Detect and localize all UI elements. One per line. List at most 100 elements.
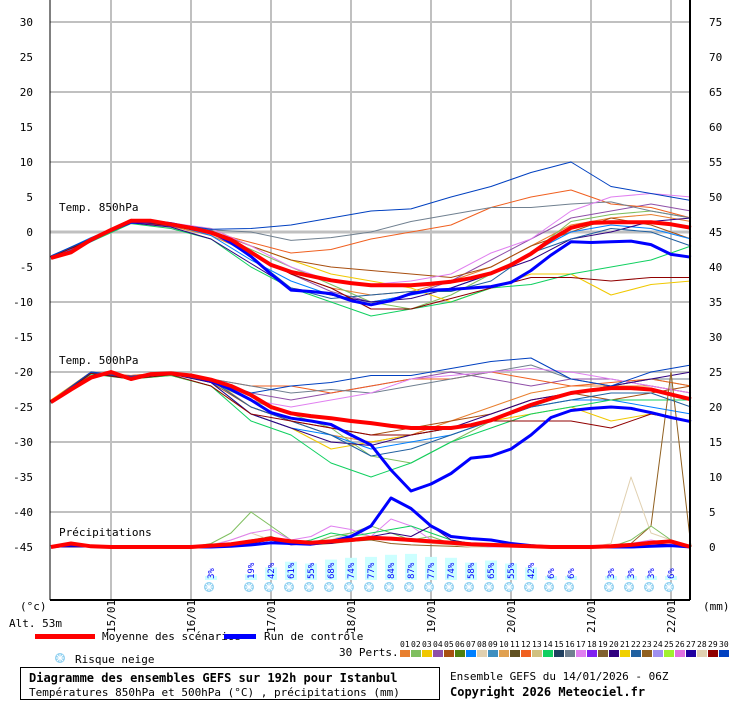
member-legend-swatch <box>532 650 542 657</box>
snow-risk-label: 55% <box>307 562 317 579</box>
member-legend-id: 09 <box>488 640 498 649</box>
left-tick-label: 0 <box>26 226 33 239</box>
member-legend-id: 13 <box>532 640 542 649</box>
snowflake-icon-arms <box>245 583 253 591</box>
member-precip-line-23 <box>51 371 692 548</box>
member-legend-id: 19 <box>598 640 608 649</box>
snowflake-icon-arms <box>325 583 333 591</box>
right-tick-label: 70 <box>709 51 722 64</box>
snow-risk-bar <box>625 576 637 580</box>
snow-risk-label: 68% <box>327 562 337 579</box>
snow-risk-label: 42% <box>267 562 277 579</box>
snow-risk-bar <box>345 557 357 580</box>
member-legend-swatch <box>642 650 652 657</box>
snowflake-icon <box>564 582 574 592</box>
member-legend-id: 03 <box>422 640 432 649</box>
left-unit: (°c) <box>20 600 47 613</box>
member-legend-swatch <box>686 650 696 657</box>
mean-500-line <box>49 370 692 430</box>
snowflake-icon <box>524 582 534 592</box>
snow-risk-label: 6% <box>667 568 677 579</box>
member-legend-swatch <box>510 650 520 657</box>
snow-risk-bar <box>265 567 277 580</box>
snow-risk-bar <box>645 576 657 580</box>
right-tick-label: 50 <box>709 191 722 204</box>
label-t500: Temp. 500hPa <box>59 354 138 367</box>
snowflake-icon <box>464 582 474 592</box>
snowflake-icon-arms <box>365 583 373 591</box>
date-label: 19/01 <box>425 600 438 633</box>
snow-risk-bar <box>385 554 397 580</box>
member-legend-swatch <box>719 650 729 657</box>
right-tick-label: 55 <box>709 156 722 169</box>
snow-risk-label: 74% <box>447 562 457 579</box>
snow-risk-label: 74% <box>347 562 357 579</box>
left-tick-label: -40 <box>13 506 33 519</box>
snowflake-icon-arms <box>505 583 513 591</box>
snow-risk-bar <box>525 567 537 580</box>
member-legend-swatch <box>587 650 597 657</box>
snowflake-icon-arms <box>205 583 213 591</box>
snowflake-icon <box>664 582 674 592</box>
member-legend-id: 05 <box>444 640 454 649</box>
copyright: Copyright 2026 Meteociel.fr <box>450 685 645 699</box>
right-tick-label: 65 <box>709 86 722 99</box>
snowflake-icon <box>384 582 394 592</box>
snow-risk-bar <box>425 556 437 580</box>
left-tick-label: -5 <box>20 261 33 274</box>
chart-title: Diagramme des ensembles GEFS sur 192h po… <box>29 671 397 685</box>
right-tick-label: 30 <box>709 331 722 344</box>
snow-risk-bar <box>505 563 517 580</box>
member-legend-id: 01 <box>400 640 410 649</box>
snow-risk-bar <box>285 561 297 580</box>
left-tick-label: 25 <box>20 51 33 64</box>
member-legend-swatch <box>466 650 476 657</box>
member-legend-swatch <box>675 650 685 657</box>
member-legend-swatch <box>609 650 619 657</box>
snowflake-icon <box>544 582 554 592</box>
member-legend-id: 12 <box>521 640 531 649</box>
snow-risk-label: 61% <box>287 562 297 579</box>
member-legend-swatch <box>565 650 575 657</box>
member-legend-id: 18 <box>587 640 597 649</box>
snowflake-icon-arms <box>265 583 273 591</box>
member-legend-swatch <box>598 650 608 657</box>
member-legend-id: 22 <box>631 640 641 649</box>
left-tick-label: 10 <box>20 156 33 169</box>
date-label: 16/01 <box>185 600 198 633</box>
legend-control-label: Run de contrôle <box>264 630 363 643</box>
snow-risk-bar <box>405 553 417 580</box>
member-500-line-29 <box>50 372 692 436</box>
snow-risk-bar <box>365 556 377 580</box>
date-label: 21/01 <box>585 600 598 633</box>
left-tick-label: -35 <box>13 471 33 484</box>
member-legend-id: 07 <box>466 640 476 649</box>
snow-risk-label: 3% <box>207 568 217 579</box>
snowflake-icon <box>624 582 634 592</box>
snowflake-icon <box>344 582 354 592</box>
member-legend-id: 26 <box>675 640 685 649</box>
snow-risk-label: 3% <box>627 568 637 579</box>
left-tick-label: -25 <box>13 401 33 414</box>
member-850-line-16 <box>50 201 692 258</box>
right-tick-label: 10 <box>709 471 722 484</box>
member-legend-swatch <box>477 650 487 657</box>
snow-risk-label: 87% <box>407 562 417 579</box>
member-legend-id: 27 <box>686 640 696 649</box>
snowflake-icon-arms <box>565 583 573 591</box>
snowflake-icon-arms <box>605 583 613 591</box>
snow-risk-label: 58% <box>467 562 477 579</box>
left-tick-label: -15 <box>13 331 33 344</box>
snow-risk-bar <box>465 562 477 580</box>
member-legend-id: 21 <box>620 640 630 649</box>
snow-risk-label: 84% <box>387 562 397 579</box>
altitude: Alt. 53m <box>9 617 62 630</box>
left-tick-label: -45 <box>13 541 33 554</box>
member-850-line-01 <box>50 214 692 296</box>
snowflake-icon <box>244 582 254 592</box>
member-legend-swatch <box>554 650 564 657</box>
right-tick-label: 25 <box>709 366 722 379</box>
snowflake-icon <box>204 582 214 592</box>
label-precip: Précipitations <box>59 526 152 539</box>
